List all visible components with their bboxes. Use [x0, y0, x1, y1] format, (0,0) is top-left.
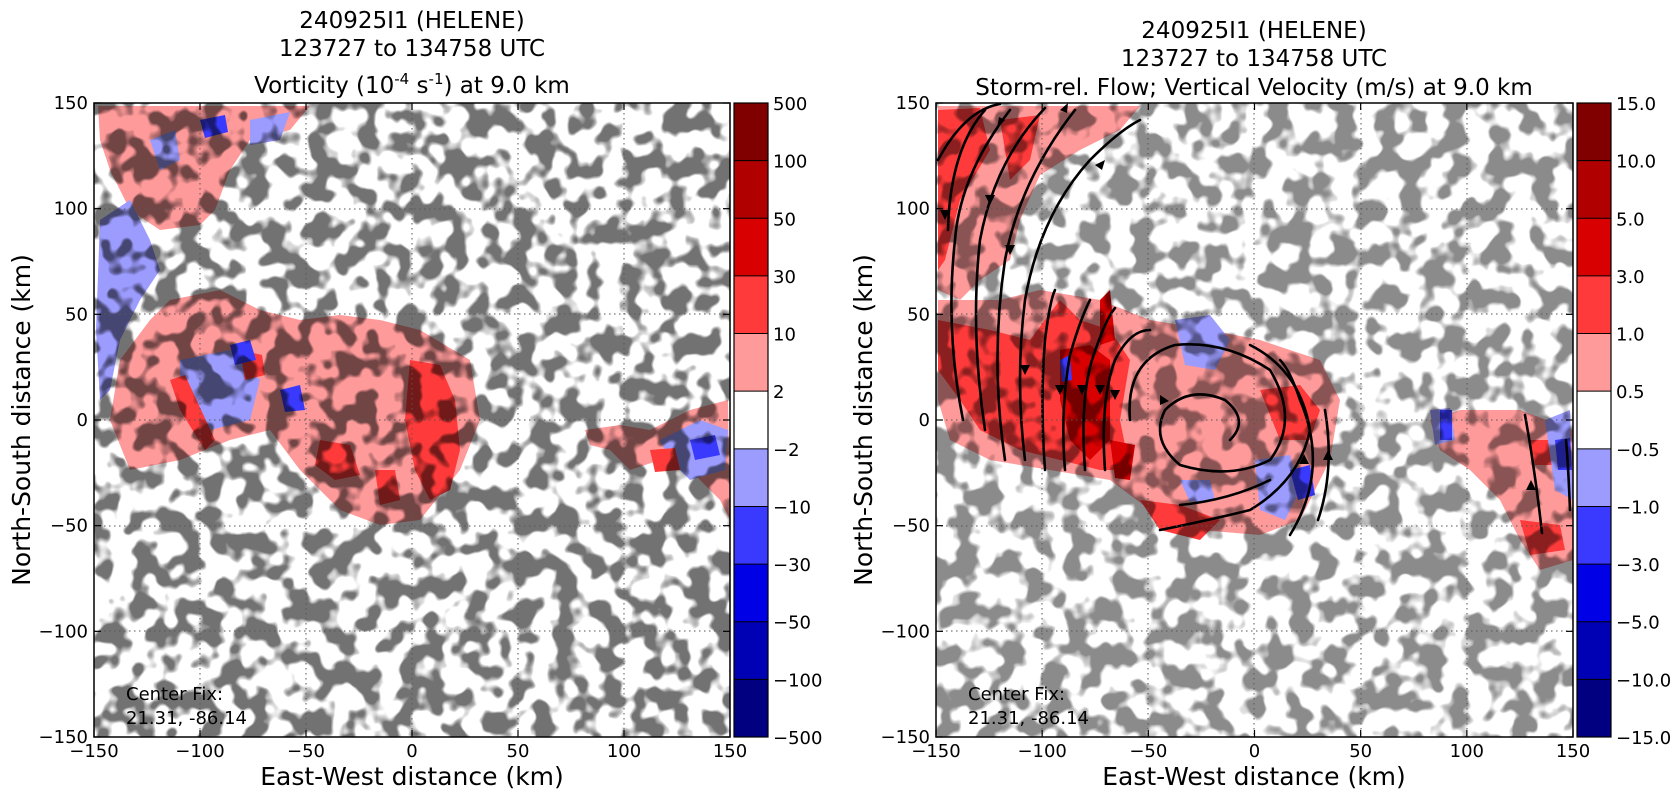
vorticity-colorbar-swatch	[734, 333, 768, 392]
vorticity-y-tick-label: −100	[39, 621, 88, 642]
vorticity-x-tick-label: −150	[69, 741, 118, 762]
vorticity-colorbar-label: −30	[773, 555, 811, 576]
velocity-y-tick-label: −100	[881, 621, 930, 642]
velocity-y-tick-label: 50	[907, 304, 930, 325]
velocity-colorbar-label: −10.0	[1616, 670, 1671, 691]
velocity-colorbar-swatch	[1577, 103, 1611, 162]
velocity-center-fix-label: Center Fix:	[968, 684, 1065, 705]
velocity-colorbar-label: 5.0	[1616, 209, 1645, 230]
vorticity-y-tick-label: 50	[65, 304, 88, 325]
velocity-x-tick-label: −150	[911, 741, 960, 762]
vorticity-panel: 240925I1 (HELENE) 123727 to 134758 UTC V…	[7, 8, 822, 791]
vorticity-colorbar-swatch	[734, 448, 768, 507]
velocity-colorbar-swatch	[1577, 679, 1611, 738]
velocity-colorbar-label: 3.0	[1616, 267, 1645, 288]
vorticity-x-tick-label: −100	[175, 741, 224, 762]
vorticity-colorbar-label: −100	[773, 670, 822, 691]
velocity-colorbar-swatch	[1577, 448, 1611, 507]
vorticity-colorbar-swatch	[734, 391, 768, 450]
vorticity-x-tick-label: 0	[406, 741, 417, 762]
velocity-y-tick-label: −150	[881, 727, 930, 748]
vorticity-colorbar-label: 100	[773, 152, 807, 173]
vorticity-axes: −150 −100 −50 0 50 100 150 150 100 50 0 −50 −100 −150	[39, 93, 748, 762]
vorticity-center-fix-label: Center Fix:	[126, 684, 223, 705]
velocity-x-tick-label: 50	[1349, 741, 1372, 762]
vorticity-colorbar-label: 500	[773, 94, 807, 115]
vorticity-colorbar-label: 10	[773, 325, 796, 346]
velocity-colorbar-label: 1.0	[1616, 325, 1645, 346]
vorticity-x-tick-label: 150	[713, 741, 747, 762]
vorticity-y-tick-label: 150	[54, 93, 88, 114]
velocity-colorbar-swatch	[1577, 391, 1611, 450]
vorticity-colorbar-label: 30	[773, 267, 796, 288]
velocity-x-tick-label: 100	[1450, 741, 1484, 762]
vorticity-title-main: Vorticity (10-4 s-1) at 9.0 km	[254, 70, 570, 99]
velocity-colorbar-label: 0.5	[1616, 382, 1645, 403]
vertical-velocity-panel: 240925I1 (HELENE) 123727 to 134758 UTC S…	[849, 18, 1671, 791]
vorticity-colorbar-swatch	[734, 621, 768, 680]
vorticity-colorbar-label: 50	[773, 209, 796, 230]
vorticity-colorbar-label: −10	[773, 497, 811, 518]
vorticity-x-axis-label: East-West distance (km)	[260, 762, 564, 791]
velocity-title-main: Storm-rel. Flow; Vertical Velocity (m/s)…	[975, 75, 1533, 101]
vorticity-colorbar-swatch	[734, 679, 768, 738]
vorticity-x-tick-label: 100	[607, 741, 641, 762]
velocity-colorbar: 15.0 10.0 5.0 3.0 1.0 0.5 −0.5 −1.0 −3.0 −5.0 −10.…	[1576, 94, 1671, 749]
vorticity-colorbar-swatch	[734, 506, 768, 565]
velocity-x-tick-label: −50	[1129, 741, 1167, 762]
velocity-colorbar-swatch	[1577, 621, 1611, 680]
vorticity-title-line-1: 240925I1 (HELENE)	[299, 8, 524, 34]
vorticity-title-line-2: 123727 to 134758 UTC	[279, 36, 545, 62]
velocity-colorbar-swatch	[1577, 160, 1611, 219]
velocity-colorbar-swatch	[1577, 333, 1611, 392]
velocity-y-axis-label: North-South distance (km)	[849, 254, 878, 586]
streamline-arrows	[940, 103, 1536, 490]
vorticity-x-tick-label: −50	[287, 741, 325, 762]
vorticity-colorbar-label: −2	[773, 440, 800, 461]
vorticity-y-tick-label: 0	[77, 410, 88, 431]
vorticity-x-tick-label: 50	[507, 741, 530, 762]
velocity-x-tick-label: −100	[1017, 741, 1066, 762]
velocity-colorbar-label: −1.0	[1616, 497, 1660, 518]
vorticity-center-fix-value: 21.31, -86.14	[126, 708, 247, 729]
vorticity-colorbar: 500 100 50 30 10 2 −2 −10 −30 −50 −100 −500	[733, 94, 822, 749]
velocity-colorbar-label: −0.5	[1616, 440, 1660, 461]
velocity-colorbar-swatch	[1577, 275, 1611, 335]
vorticity-colorbar-swatch	[734, 564, 768, 623]
velocity-y-tick-label: −50	[892, 516, 930, 537]
storm-relative-streamlines	[936, 103, 1572, 537]
vorticity-y-tick-label: −150	[39, 727, 88, 748]
velocity-x-tick-label: 150	[1556, 741, 1590, 762]
vorticity-y-tick-label: −50	[50, 516, 88, 537]
velocity-axes: −150 −100 −50 0 50 100 150 150 100 50 0 −50 −100 −150	[881, 93, 1591, 762]
velocity-colorbar-swatch	[1577, 218, 1611, 277]
vorticity-colorbar-swatch	[734, 103, 768, 162]
vorticity-y-axis-label: North-South distance (km)	[7, 254, 36, 586]
velocity-colorbar-label: −5.0	[1616, 613, 1660, 634]
vorticity-y-tick-label: 100	[54, 199, 88, 220]
vorticity-colorbar-swatch	[734, 218, 768, 277]
velocity-colorbar-label: −15.0	[1616, 728, 1671, 749]
vorticity-colorbar-swatch	[734, 160, 768, 219]
velocity-x-tick-label: 0	[1249, 741, 1260, 762]
velocity-grid	[936, 103, 1573, 737]
velocity-colorbar-label: 15.0	[1616, 94, 1656, 115]
velocity-y-tick-label: 150	[896, 93, 930, 114]
velocity-colorbar-swatch	[1577, 564, 1611, 623]
velocity-title-line-1: 240925I1 (HELENE)	[1141, 18, 1366, 44]
vorticity-grid	[94, 103, 730, 737]
velocity-colorbar-label: 10.0	[1616, 152, 1656, 173]
vorticity-colorbar-label: −50	[773, 613, 811, 634]
velocity-center-fix-value: 21.31, -86.14	[968, 708, 1089, 729]
vorticity-colorbar-label: 2	[773, 382, 784, 403]
velocity-y-tick-label: 0	[919, 410, 930, 431]
vorticity-colorbar-label: −500	[773, 728, 822, 749]
vorticity-colorbar-swatch	[734, 275, 768, 335]
velocity-colorbar-label: −3.0	[1616, 555, 1660, 576]
velocity-x-axis-label: East-West distance (km)	[1102, 762, 1406, 791]
velocity-y-tick-label: 100	[896, 199, 930, 220]
velocity-title-line-2: 123727 to 134758 UTC	[1121, 46, 1387, 72]
velocity-colorbar-swatch	[1577, 506, 1611, 565]
